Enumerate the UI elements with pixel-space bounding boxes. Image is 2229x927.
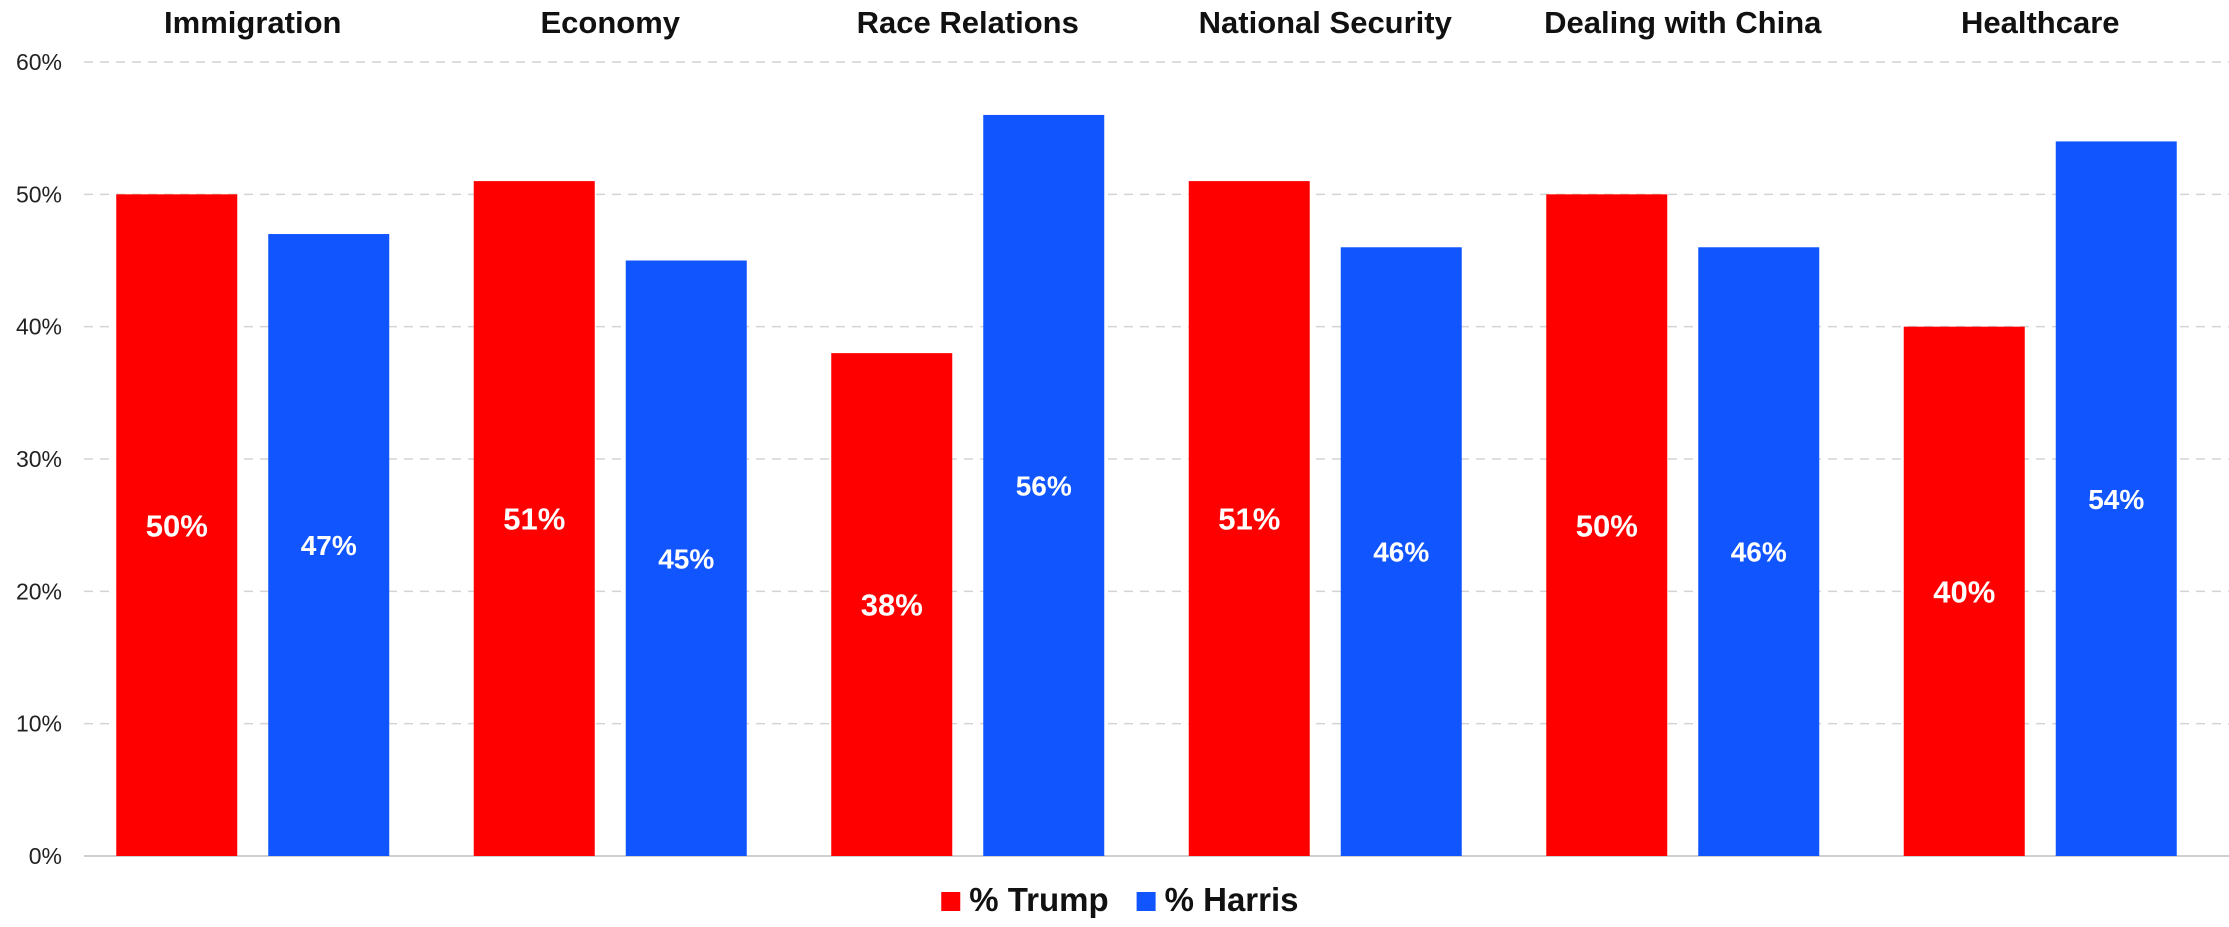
bar-data-labels: 50% 47% 51% 45% 38% 56% 51% 46% 50% 46% 40% 54% (146, 471, 2145, 623)
bar-data-label: 46% (1731, 537, 1787, 568)
bar-data-label: 40% (1933, 574, 1995, 609)
legend-label: % Harris (1165, 881, 1299, 918)
bar-data-label: 56% (1016, 471, 1072, 502)
bar-harris (268, 234, 390, 857)
bar-trump (1546, 194, 1668, 857)
bar-trump (116, 194, 238, 857)
bar-data-label: 51% (1218, 502, 1280, 537)
legend-item-trump: % Trump (941, 881, 1109, 918)
bar-data-label: 51% (503, 502, 565, 537)
bar-data-label: 38% (861, 588, 923, 623)
category-label: National Security (1199, 5, 1453, 40)
legend-item-harris: % Harris (1136, 881, 1299, 918)
y-tick-label: 20% (16, 578, 62, 604)
bar-data-label: 46% (1373, 537, 1429, 568)
y-tick-label: 50% (16, 181, 62, 207)
category-label: Immigration (164, 5, 341, 40)
y-tick-label: 30% (16, 446, 62, 472)
legend-swatch (1136, 892, 1156, 911)
y-tick-label: 60% (16, 49, 62, 75)
bar-harris (2055, 141, 2177, 856)
category-label: Economy (540, 5, 680, 40)
legend-swatch (941, 892, 961, 911)
bar-data-label: 50% (1576, 508, 1638, 543)
bar-data-label: 54% (2088, 484, 2144, 515)
legend: % Trump % Harris (941, 881, 1299, 918)
y-tick-label: 40% (16, 314, 62, 340)
bar-harris (625, 260, 747, 856)
category-label: Race Relations (857, 5, 1079, 40)
gridlines (84, 61, 2229, 857)
bar-harris (1698, 247, 1820, 856)
bar-harris (1340, 247, 1462, 856)
category-label: Dealing with China (1544, 5, 1822, 40)
legend-label: % Trump (969, 881, 1108, 918)
bar-trump (473, 181, 595, 857)
bar-data-label: 45% (658, 543, 714, 574)
bar-trump (831, 353, 953, 856)
y-tick-label: 10% (16, 711, 62, 737)
bar-trump (1188, 181, 1310, 857)
bar-data-label: 47% (301, 530, 357, 561)
category-label: Healthcare (1961, 5, 2120, 40)
category-labels: Immigration Economy Race Relations National… (164, 5, 2119, 40)
bars (116, 114, 2177, 857)
y-axis-tick-labels: 0% 10% 20% 30% 40% 50% 60% (16, 49, 62, 869)
bar-data-label: 50% (146, 508, 208, 543)
bar-harris (983, 114, 1105, 856)
bar-trump (1903, 326, 2025, 857)
y-tick-label: 0% (29, 843, 62, 869)
